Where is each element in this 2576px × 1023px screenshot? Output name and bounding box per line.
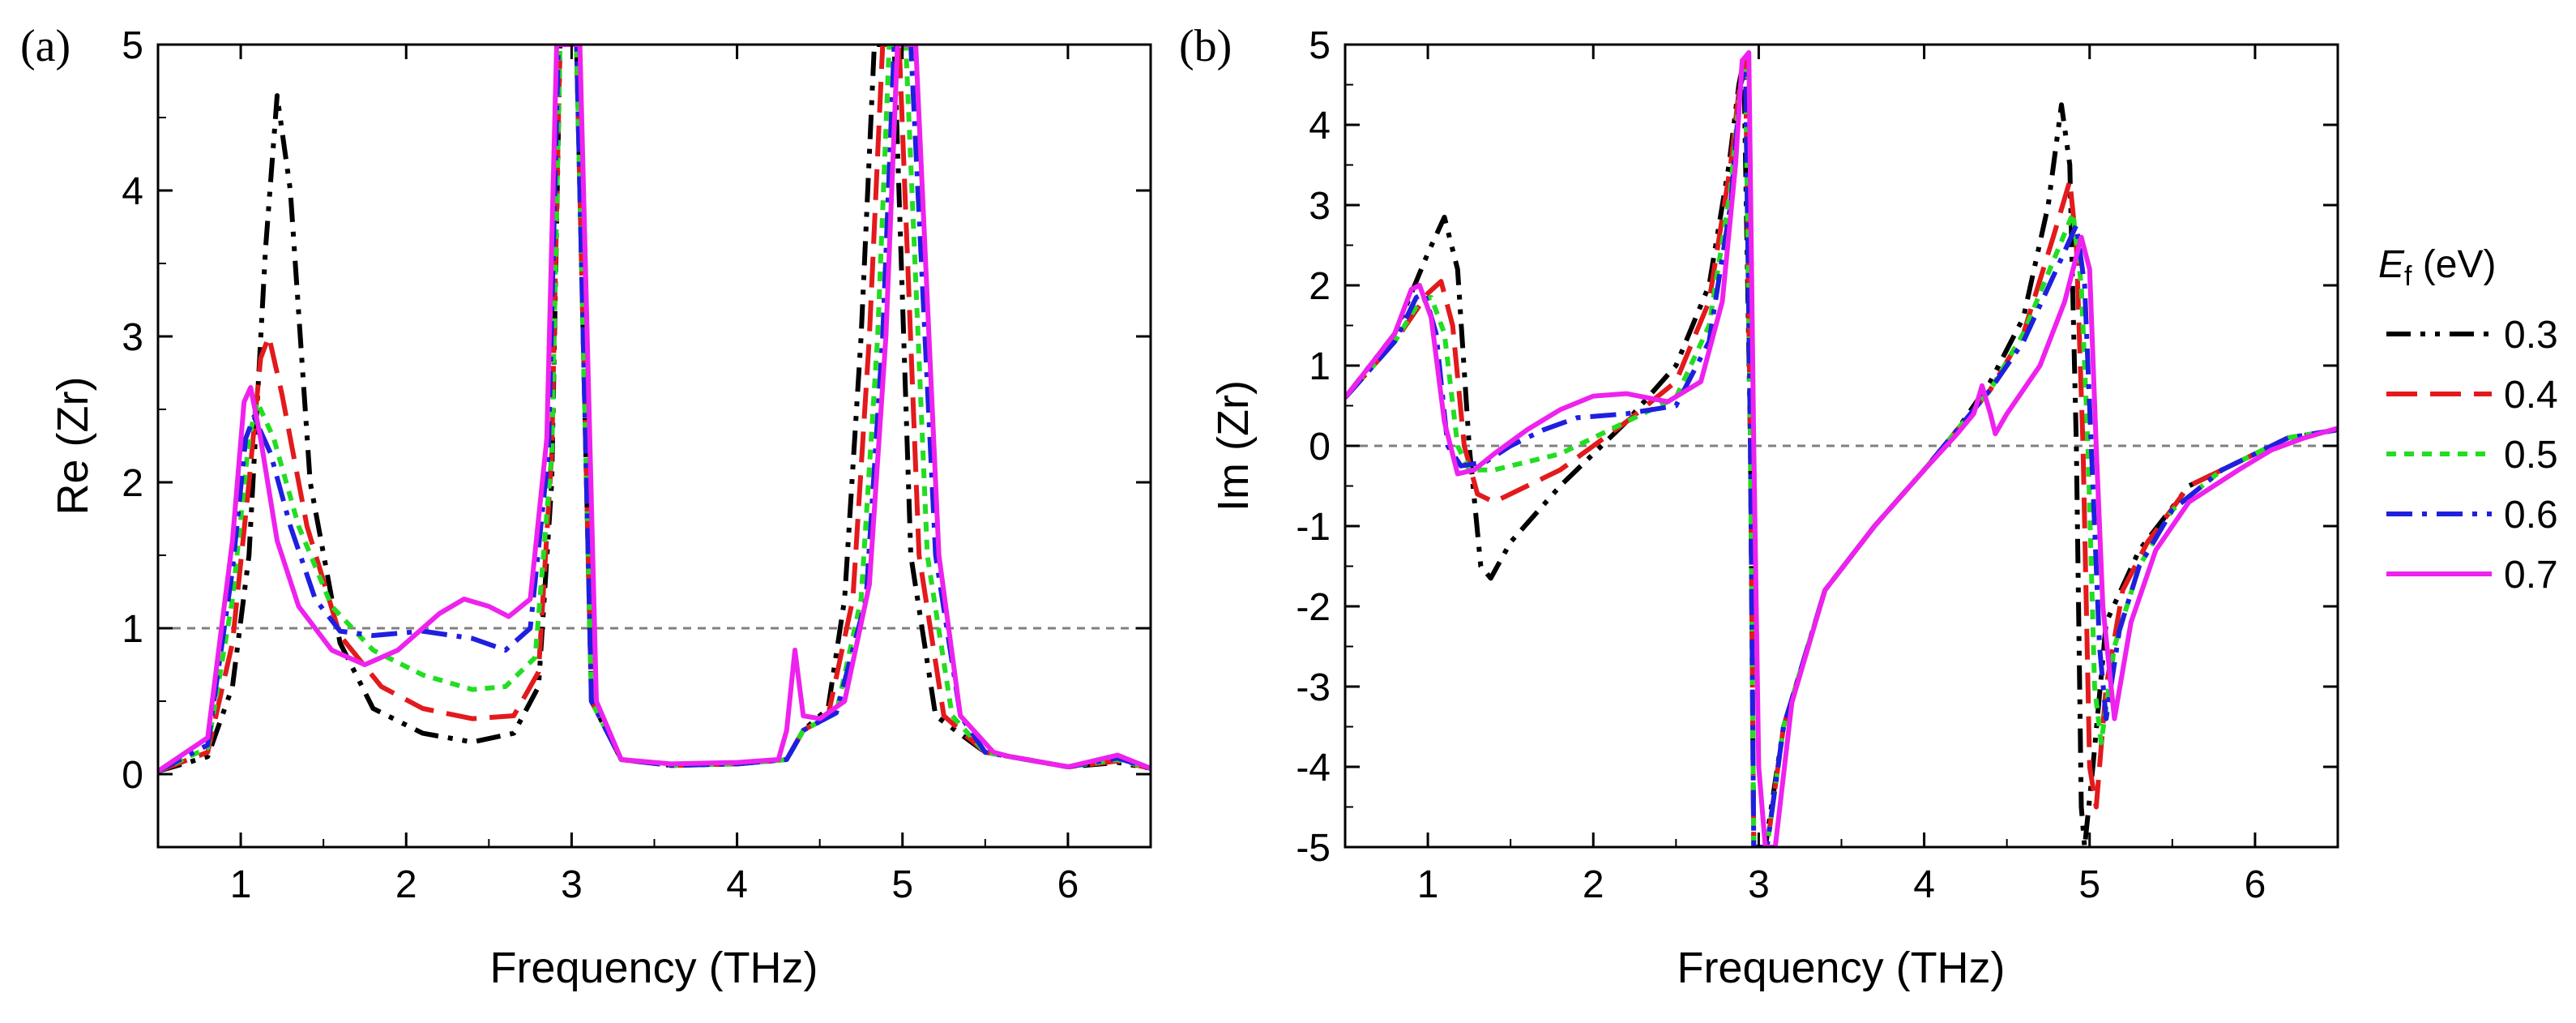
panel-b-y-tick-label: -4 [1296, 747, 1331, 790]
panel-b-ticks: 1 2 3 4 5 6 -5 -4 -3 -2 -1 0 1 2 3 4 5 [1296, 24, 2339, 906]
panel-a-y-axis-title: Re (Zr) [49, 377, 97, 516]
panel-a-ticks: 1 2 3 4 5 6 0 1 2 3 4 5 [122, 24, 1151, 906]
panel-b-y-tick-label: 4 [1309, 105, 1331, 148]
panel-b-x-tick-label: 2 [1583, 863, 1604, 906]
legend-label-0-4: 0.4 [2504, 374, 2558, 417]
panel-b-series-0-7 [1345, 49, 2338, 847]
legend-title: Ef (eV) [2378, 243, 2496, 292]
legend-items: 0.3 0.4 0.5 0.6 0.7 [2386, 314, 2558, 597]
panel-a-series-0-4 [158, 45, 1151, 774]
panel-a-chart: (a) 1 2 3 4 5 6 0 1 2 3 4 5 Frequency (THz) Re (Zr) [20, 21, 1152, 992]
panel-b-y-tick-label: 0 [1309, 426, 1331, 469]
panel-b-x-tick-label: 6 [2245, 863, 2266, 906]
legend-label-0-7: 0.7 [2504, 554, 2558, 597]
panel-b-y-tick-label: -1 [1296, 506, 1331, 549]
legend: Ef (eV) 0.3 0.4 0.5 0.6 0.7 [2378, 243, 2558, 597]
panel-b-label: (b) [1179, 21, 1232, 71]
panel-a-x-axis-title: Frequency (THz) [489, 944, 818, 992]
panel-a-series-0-7 [158, 45, 1151, 773]
legend-label-0-3: 0.3 [2504, 314, 2558, 357]
panel-a-label: (a) [20, 21, 70, 71]
panel-a-y-tick-label: 3 [122, 316, 143, 359]
legend-title-symbol: E [2378, 243, 2405, 286]
panel-b-y-tick-label: -5 [1296, 827, 1331, 870]
panel-a-x-tick-label: 5 [891, 863, 913, 906]
panel-a-plot-frame [156, 43, 1152, 849]
panel-b-y-tick-label: -3 [1296, 666, 1331, 709]
panel-b-x-tick-label: 5 [2078, 863, 2100, 906]
panel-a-series-0-6 [158, 45, 1151, 774]
panel-b-series-0-4 [1345, 58, 2338, 847]
panel-b-y-tick-label: -2 [1296, 586, 1331, 629]
panel-b-y-axis-title: Im (Zr) [1209, 380, 1258, 512]
panel-b-x-axis-title: Frequency (THz) [1677, 944, 2005, 992]
panel-a-y-tick-label: 4 [122, 170, 143, 213]
legend-label-0-6: 0.6 [2504, 494, 2558, 537]
panel-a-y-tick-label: 5 [122, 24, 143, 67]
panel-b-x-tick-label: 1 [1417, 863, 1439, 906]
panel-b-y-tick-label: 2 [1309, 265, 1331, 308]
panel-a-y-tick-label: 0 [122, 754, 143, 797]
panel-a-x-tick-label: 2 [395, 863, 417, 906]
panel-b-y-tick-label: 5 [1309, 24, 1331, 67]
panel-b-x-tick-label: 3 [1748, 863, 1770, 906]
panel-a-series-0-5 [158, 45, 1151, 774]
panel-b-y-tick-label: 1 [1309, 345, 1331, 388]
panel-a-series-0-3 [158, 45, 1151, 774]
panel-b-x-tick-label: 4 [1913, 863, 1935, 906]
panel-a-y-tick-label: 2 [122, 462, 143, 505]
panel-a-x-tick-label: 6 [1057, 863, 1079, 906]
panel-b-y-tick-label: 3 [1309, 185, 1331, 228]
panel-a-series-group [158, 45, 1151, 774]
panel-b-chart: (b) 1 2 3 4 5 6 -5 -4 -3 -2 -1 0 1 2 3 4 5 Frequency (TH… [1179, 21, 2339, 992]
panel-a-x-tick-label: 4 [726, 863, 748, 906]
panel-a-y-tick-label: 1 [122, 608, 143, 651]
panel-b-series-0-5 [1345, 66, 2338, 847]
panel-b-series-0-6 [1345, 66, 2338, 847]
legend-title-subscript: f [2404, 261, 2412, 292]
legend-title-unit: (eV) [2412, 243, 2496, 286]
panel-a-x-tick-label: 3 [561, 863, 583, 906]
panel-a-x-tick-label: 1 [230, 863, 252, 906]
legend-label-0-5: 0.5 [2504, 434, 2558, 477]
panel-b-series-group [1345, 49, 2338, 847]
